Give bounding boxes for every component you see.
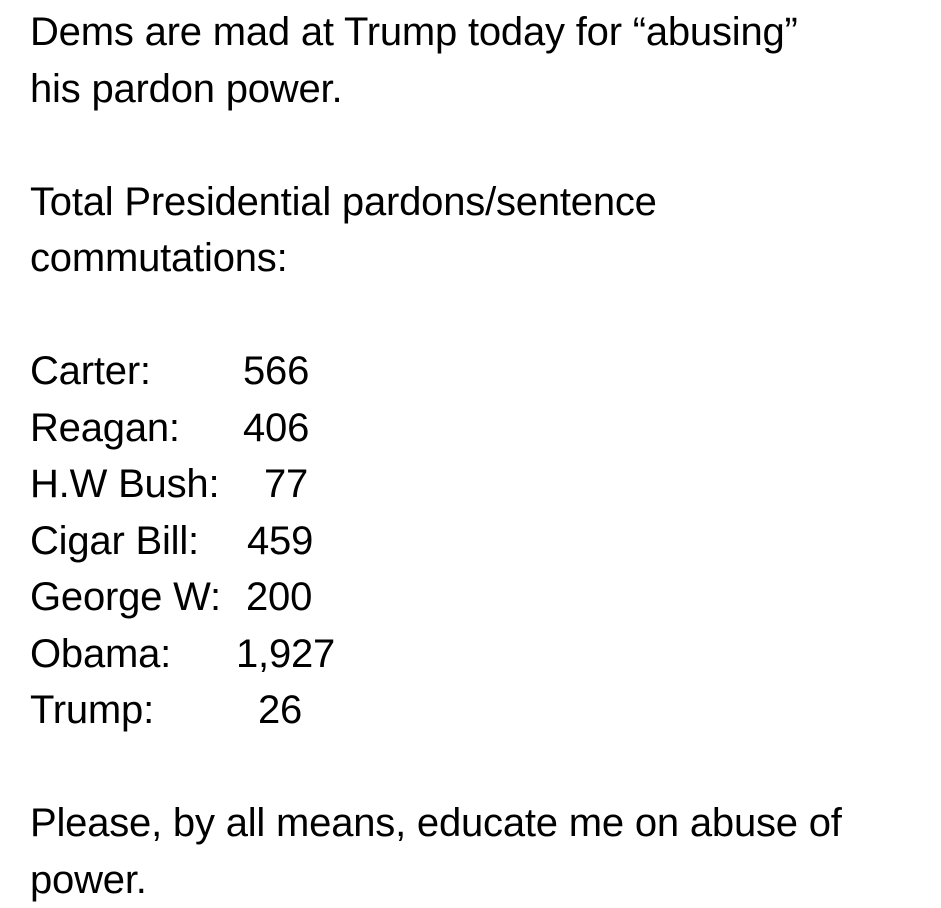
pardon-row-cigar-bill: Cigar Bill: 459 — [30, 513, 930, 570]
paragraph-break — [30, 287, 930, 344]
pardon-row-george-w: George W: 200 — [30, 569, 930, 626]
heading-line-1: Total Presidential pardons/sentence — [30, 179, 657, 224]
intro-line-1: Dems are mad at Trump today for “abusing… — [30, 10, 798, 54]
paragraph-break — [30, 739, 930, 796]
president-name: Reagan: — [30, 405, 180, 450]
pardon-count: 566 — [243, 349, 310, 393]
heading-line-2: commutations: — [30, 236, 288, 280]
closing-line-1: Please, by all means, educate me on abus… — [30, 801, 842, 845]
pardon-row-reagan: Reagan: 406 — [30, 400, 930, 457]
pardon-row-hw-bush: H.W Bush: 77 — [30, 456, 930, 513]
pardon-count: 406 — [243, 405, 310, 450]
pardon-count: 77 — [264, 462, 309, 506]
pardon-count: 200 — [246, 575, 313, 619]
president-name: George W: — [30, 575, 221, 619]
closing-line-2: power. — [30, 857, 147, 902]
president-name: Trump: — [30, 688, 154, 732]
president-name: Carter: — [30, 349, 151, 393]
pardon-count: 459 — [247, 518, 314, 563]
pardon-count: 1,927 — [236, 631, 336, 676]
note-body: Dems are mad at Trump today for “abusing… — [30, 4, 930, 908]
pardon-row-trump: Trump: 26 — [30, 682, 930, 739]
president-name: Cigar Bill: — [30, 518, 199, 563]
pardon-count: 26 — [258, 688, 303, 732]
pardon-row-carter: Carter: 566 — [30, 343, 930, 400]
pardon-list: Carter: 566 Reagan: 406 H.W Bush: 77 Cig… — [30, 343, 930, 739]
pardon-row-obama: Obama: 1,927 — [30, 626, 930, 683]
paragraph-break — [30, 117, 930, 174]
intro-line-2: his pardon power. — [30, 66, 343, 111]
president-name: H.W Bush: — [30, 462, 220, 506]
president-name: Obama: — [30, 631, 172, 676]
